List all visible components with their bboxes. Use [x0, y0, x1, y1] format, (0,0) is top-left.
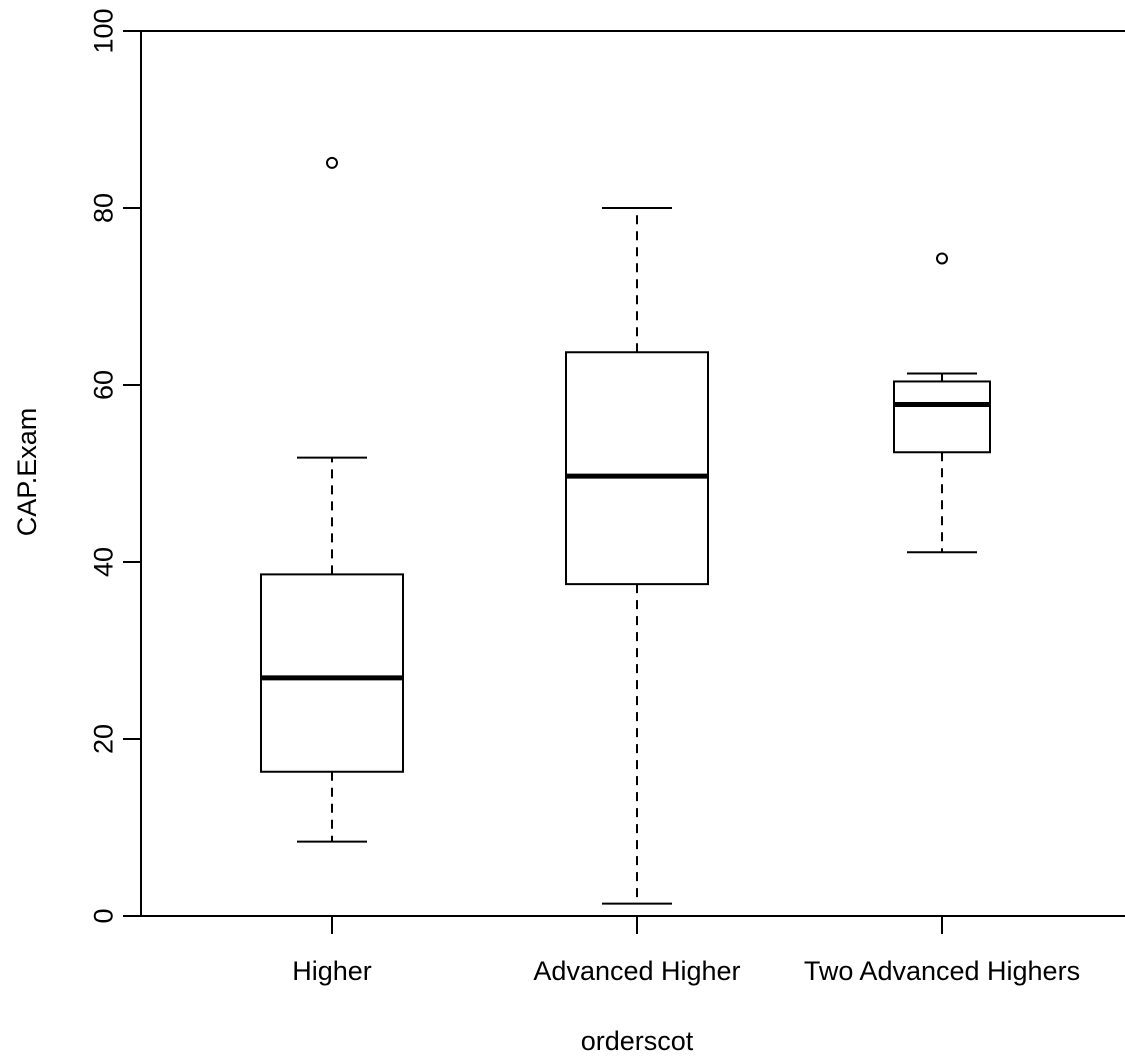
iqr-box [893, 380, 991, 454]
y-tick-label: 40 [88, 547, 118, 577]
y-axis-title: CAP.Exam [12, 408, 42, 537]
x-tick-label: Two Advanced Highers [804, 956, 1080, 986]
iqr-box [260, 573, 404, 773]
y-tick-label: 20 [88, 724, 118, 754]
outlier-point [936, 252, 948, 265]
box-higher [260, 156, 404, 843]
x-tick-label: Higher [292, 956, 372, 986]
x-axis-title: orderscot [581, 1026, 694, 1056]
iqr-box [565, 351, 709, 586]
axes: 0 20 40 60 80 100 Higher Advanced Higher Two Adv… [88, 8, 1125, 986]
y-tick-label: 0 [88, 908, 118, 923]
box-two-advanced-highers [893, 252, 991, 554]
outlier-point [326, 156, 338, 169]
y-tick-label: 60 [88, 370, 118, 400]
x-tick-label: Advanced Higher [533, 956, 740, 986]
y-tick-label: 100 [88, 8, 118, 53]
boxes [260, 156, 991, 905]
y-tick-label: 80 [88, 193, 118, 223]
box-advanced-higher [565, 207, 709, 905]
